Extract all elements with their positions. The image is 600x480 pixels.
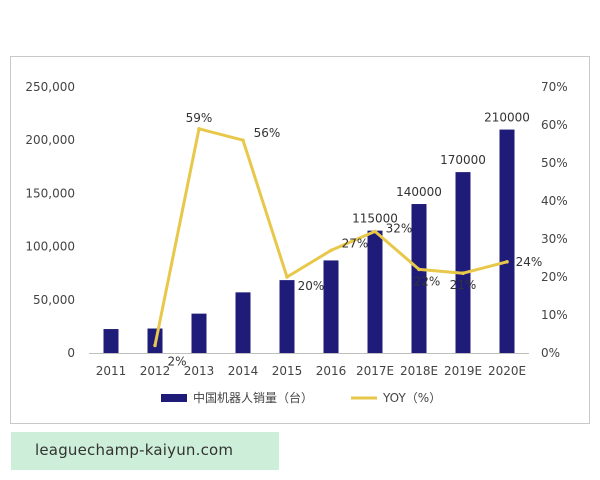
y-right-tick-label: 70% (541, 80, 568, 94)
x-tick-label: 2017E (356, 364, 394, 378)
yoy-data-label: 32% (386, 221, 413, 235)
x-tick-label: 2013 (184, 364, 215, 378)
y-right-tick-label: 50% (541, 156, 568, 170)
y-right-tick-label: 60% (541, 118, 568, 132)
y-left-tick-label: 200,000 (25, 133, 75, 147)
sales-bar-label: 115000 (352, 212, 398, 226)
sales-bar (455, 172, 471, 353)
sales-bar-label: 210000 (484, 111, 530, 125)
y-right-tick-label: 40% (541, 194, 568, 208)
watermark-banner: leaguechamp-kaiyun.com (11, 432, 279, 470)
yoy-data-label: 22% (414, 274, 441, 288)
sales-bar (367, 230, 383, 353)
yoy-point (505, 260, 509, 264)
yoy-point (153, 343, 157, 348)
yoy-data-label: 24% (516, 255, 543, 269)
yoy-point (373, 229, 377, 234)
sales-bar-label: 140000 (396, 185, 442, 199)
sales-bar (235, 292, 251, 353)
sales-bar (323, 260, 339, 353)
x-tick-label: 2015 (272, 364, 303, 378)
x-tick-label: 2011 (96, 364, 127, 378)
sales-bar (499, 129, 515, 353)
yoy-data-label: 21% (450, 278, 477, 292)
x-tick-label: 2018E (400, 364, 438, 378)
yoy-point (285, 275, 289, 279)
sales-yoy-chart: 0 50,000 100,000 150,000 200,000 250,000 0% 10%… (25, 80, 568, 405)
sales-bar (279, 280, 295, 353)
yoy-data-label: 59% (186, 111, 213, 125)
x-tick-label: 2016 (316, 364, 347, 378)
yoy-data-label: 20% (298, 279, 325, 293)
y-right-tick-label: 0% (541, 346, 560, 360)
yoy-data-label: 27% (342, 236, 369, 250)
yoy-point (417, 267, 421, 272)
x-tick-label: 2019E (444, 364, 482, 378)
y-right-tick-label: 10% (541, 308, 568, 322)
yoy-point (461, 271, 465, 275)
y-left-tick-label: 50,000 (33, 293, 75, 307)
x-tick-label: 2012 (140, 364, 171, 378)
y-right-tick-label: 30% (541, 232, 568, 246)
legend-swatch-sales (161, 394, 187, 402)
y-left-tick-label: 250,000 (25, 80, 75, 94)
chart-frame: 0 50,000 100,000 150,000 200,000 250,000 0% 10%… (10, 56, 590, 424)
x-tick-label: 2014 (228, 364, 259, 378)
legend-label-yoy: YOY（%） (382, 391, 441, 405)
yoy-point (241, 138, 245, 142)
sales-bar (191, 313, 207, 353)
y-left-tick-label: 150,000 (25, 186, 75, 200)
y-left-tick-label: 100,000 (25, 240, 75, 254)
yoy-point (329, 248, 333, 253)
y-right-tick-label: 20% (541, 270, 568, 284)
yoy-point (197, 127, 201, 131)
sales-bar-label: 170000 (440, 153, 486, 167)
watermark-text: leaguechamp-kaiyun.com (35, 441, 234, 459)
y-left-tick-label: 0 (67, 346, 75, 360)
yoy-data-label: 56% (254, 126, 281, 140)
sales-bar (103, 329, 119, 353)
x-tick-label: 2020E (488, 364, 526, 378)
sales-bar (411, 204, 427, 353)
yoy-data-label: 2% (167, 354, 186, 368)
legend-label-sales: 中国机器人销量（台） (193, 390, 313, 405)
